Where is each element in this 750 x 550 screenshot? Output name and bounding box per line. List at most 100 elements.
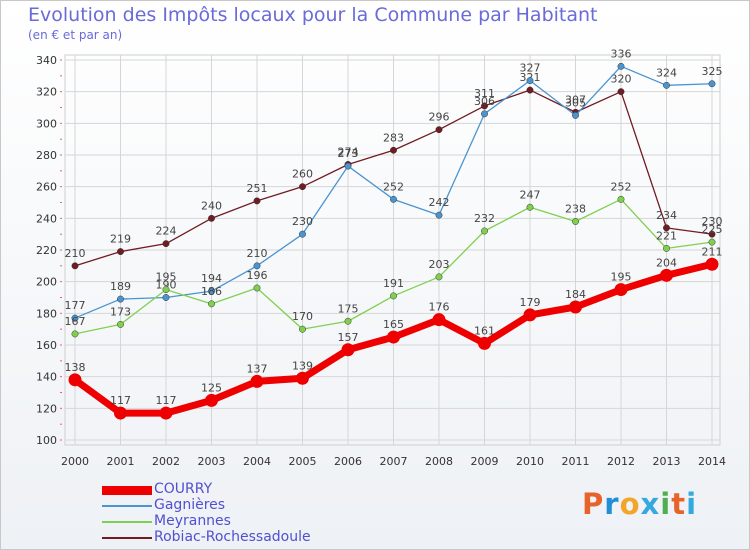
data-point — [481, 227, 488, 235]
y-tick-label: 200 — [36, 276, 57, 289]
data-point — [71, 314, 79, 322]
x-tick-label: 2004 — [243, 455, 271, 468]
data-point — [663, 224, 670, 232]
data-point — [341, 343, 355, 357]
data-point — [435, 211, 443, 219]
x-tick-label: 2008 — [425, 455, 453, 468]
data-point — [299, 230, 306, 238]
data-label: 137 — [247, 362, 268, 375]
data-label: 139 — [292, 359, 313, 372]
data-point — [663, 81, 670, 89]
y-tick-label: 120 — [36, 402, 57, 415]
data-label: 195 — [156, 271, 177, 284]
chart-subtitle: (en € et par an) — [28, 28, 123, 42]
logo-letter: x — [640, 487, 661, 521]
data-label: 240 — [201, 199, 222, 212]
data-label: 274 — [338, 146, 359, 159]
data-point — [162, 294, 170, 301]
data-point — [117, 295, 124, 303]
data-label: 176 — [429, 301, 450, 314]
data-label: 204 — [656, 256, 677, 269]
data-label: 230 — [292, 215, 313, 228]
y-tick-label: 240 — [36, 212, 57, 225]
logo-letter: P — [582, 487, 605, 521]
data-point — [253, 284, 261, 292]
data-label: 173 — [110, 305, 131, 318]
data-point — [114, 406, 127, 420]
x-tick-label: 2009 — [471, 455, 499, 468]
y-tick-label: 300 — [36, 117, 57, 130]
data-point — [208, 300, 215, 308]
data-point — [708, 230, 716, 238]
data-label: 210 — [247, 247, 268, 260]
data-point — [523, 308, 537, 322]
data-point — [617, 88, 625, 96]
data-label: 234 — [656, 209, 677, 222]
data-label: 247 — [520, 188, 541, 201]
data-label: 230 — [702, 215, 723, 228]
x-tick-label: 2007 — [380, 455, 408, 468]
x-tick-label: 2001 — [107, 455, 135, 468]
logo-letter: t — [671, 487, 687, 521]
data-point — [208, 214, 215, 222]
data-point — [390, 292, 397, 300]
data-label: 252 — [611, 180, 632, 193]
data-label: 191 — [383, 277, 404, 290]
data-point — [660, 268, 673, 282]
data-point — [390, 146, 397, 154]
data-point — [572, 218, 579, 225]
data-label: 184 — [565, 288, 586, 301]
data-point — [390, 195, 397, 203]
chart-title: Evolution des Impôts locaux pour la Comm… — [28, 4, 598, 26]
data-label: 175 — [338, 302, 359, 315]
data-point — [435, 273, 443, 281]
data-label: 125 — [201, 381, 222, 394]
legend-label: COURRY — [154, 481, 213, 497]
data-label: 251 — [247, 182, 268, 195]
data-label: 167 — [65, 315, 86, 328]
logo-letter: r — [604, 487, 620, 521]
data-label: 190 — [156, 279, 177, 292]
y-tick-label: 180 — [36, 307, 57, 320]
data-point — [481, 102, 488, 110]
y-tick-label: 140 — [36, 371, 57, 384]
data-label: 177 — [65, 299, 86, 312]
data-label: 242 — [429, 196, 450, 209]
data-label: 225 — [702, 223, 723, 236]
data-label: 170 — [292, 310, 313, 323]
data-label: 210 — [65, 247, 86, 260]
data-label: 195 — [611, 271, 632, 284]
data-point — [481, 110, 488, 118]
y-tick-label: 340 — [36, 54, 57, 67]
data-point — [205, 393, 218, 407]
data-label: 325 — [702, 65, 723, 78]
data-label: 283 — [383, 131, 404, 144]
data-point — [526, 77, 534, 85]
data-point — [299, 183, 306, 191]
data-label: 117 — [156, 394, 177, 407]
legend-swatch — [102, 521, 152, 523]
data-point — [614, 283, 628, 297]
data-label: 211 — [702, 245, 723, 258]
data-point — [708, 80, 716, 88]
data-point — [435, 126, 443, 134]
data-point — [478, 336, 491, 350]
data-point — [299, 325, 306, 333]
data-label: 336 — [611, 47, 632, 60]
data-label: 232 — [474, 212, 495, 225]
data-point — [344, 162, 352, 170]
x-tick-label: 2014 — [698, 455, 726, 468]
data-label: 320 — [611, 73, 632, 86]
data-point — [71, 330, 79, 338]
data-label: 307 — [565, 93, 586, 106]
data-point — [159, 406, 173, 420]
data-label: 306 — [474, 95, 495, 108]
data-point — [572, 111, 579, 119]
data-point — [162, 286, 170, 294]
data-point — [569, 300, 582, 314]
data-label: 165 — [383, 318, 404, 331]
data-point — [296, 371, 309, 385]
logo-letter: i — [660, 487, 672, 521]
legend-swatch — [102, 537, 152, 539]
y-tick-label: 100 — [36, 434, 57, 447]
